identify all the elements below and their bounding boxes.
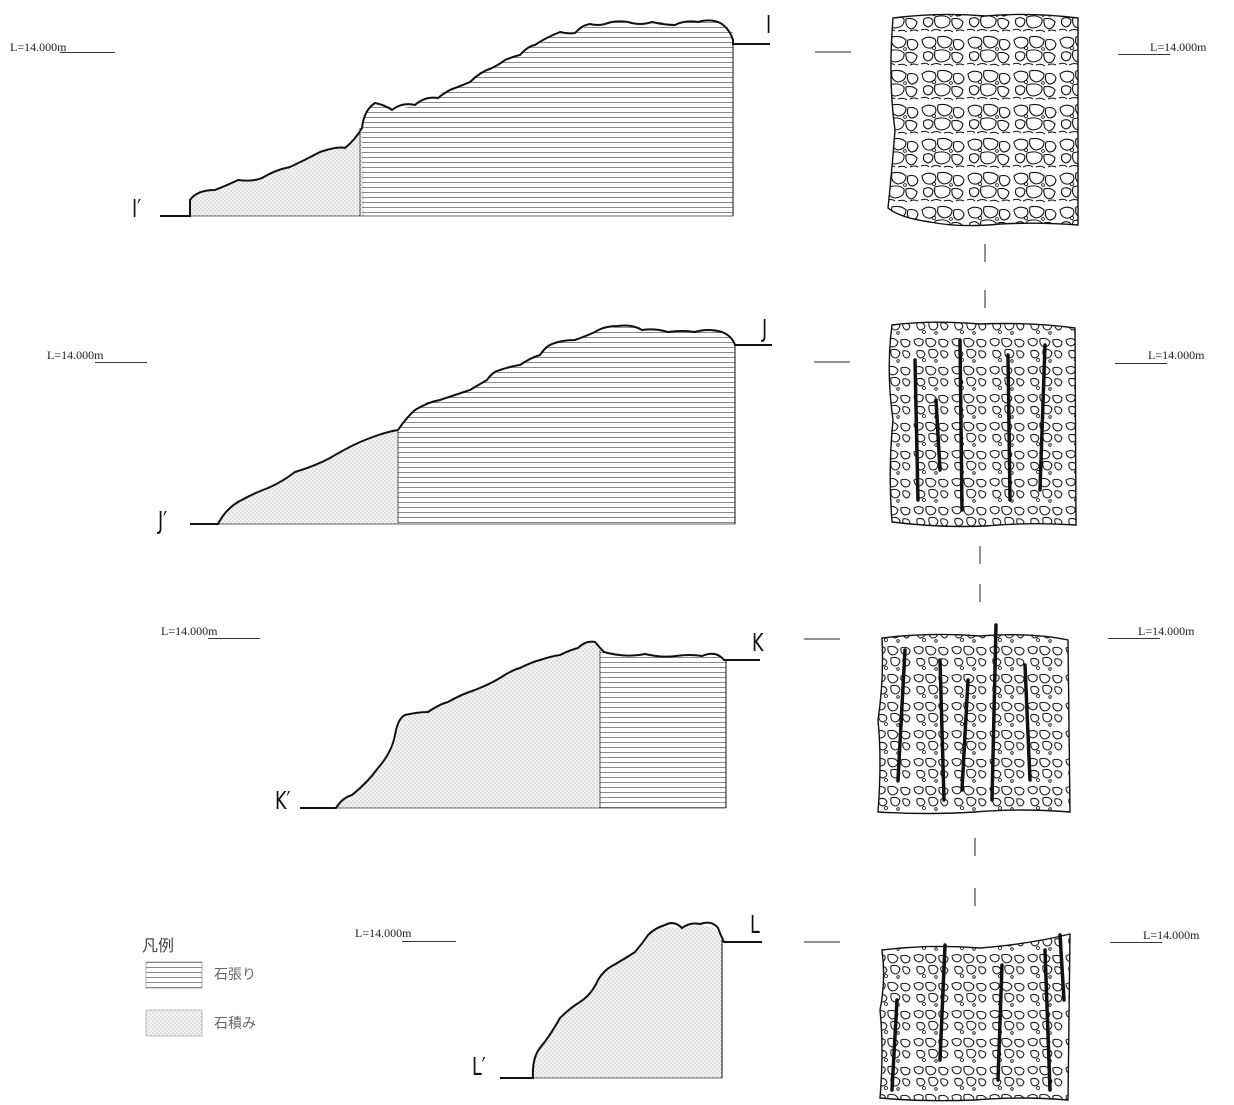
section-mark-i: I <box>766 10 772 39</box>
section-l-profile <box>500 921 762 1079</box>
legend-stipple-swatch <box>145 1009 203 1037</box>
elevation-i <box>887 13 1079 227</box>
section-mark-k-prime: K′ <box>275 786 291 815</box>
elevation-j <box>888 321 1077 528</box>
level-line <box>208 638 260 639</box>
level-line <box>1108 638 1160 639</box>
level-label-k-right: L=14.000m <box>1138 624 1195 638</box>
level-label-i-left: L=14.000m <box>10 40 67 54</box>
level-line <box>1110 942 1162 943</box>
level-line <box>1115 363 1167 364</box>
legend-hatch-swatch <box>145 961 203 989</box>
level-label-j-left: L=14.000m <box>47 348 104 362</box>
level-line <box>60 52 115 53</box>
section-mark-l-prime: L′ <box>472 1052 486 1081</box>
legend-label-stipple: 石積み <box>214 1016 256 1032</box>
section-mark-i-prime: I′ <box>132 194 142 223</box>
section-k-profile <box>300 640 760 809</box>
legend-title: 凡例 <box>142 936 175 955</box>
section-mark-j: J <box>762 314 768 343</box>
section-i-profile <box>160 19 770 217</box>
level-line <box>95 362 147 363</box>
section-mark-l: L <box>750 910 760 939</box>
elevation-k <box>877 623 1071 815</box>
level-line <box>402 941 456 942</box>
level-line <box>1118 54 1170 55</box>
elevation-l <box>879 933 1071 1102</box>
section-mark-k: K <box>752 628 764 657</box>
legend-label-hatch: 石張り <box>214 967 256 983</box>
level-label-j-right: L=14.000m <box>1148 348 1205 362</box>
level-label-l-left: L=14.000m <box>355 926 412 940</box>
level-label-i-right: L=14.000m <box>1150 40 1207 54</box>
level-label-k-left: L=14.000m <box>161 624 218 638</box>
level-label-l-right: L=14.000m <box>1143 928 1200 942</box>
section-j-profile <box>190 324 772 525</box>
section-mark-j-prime: J′ <box>158 506 168 535</box>
